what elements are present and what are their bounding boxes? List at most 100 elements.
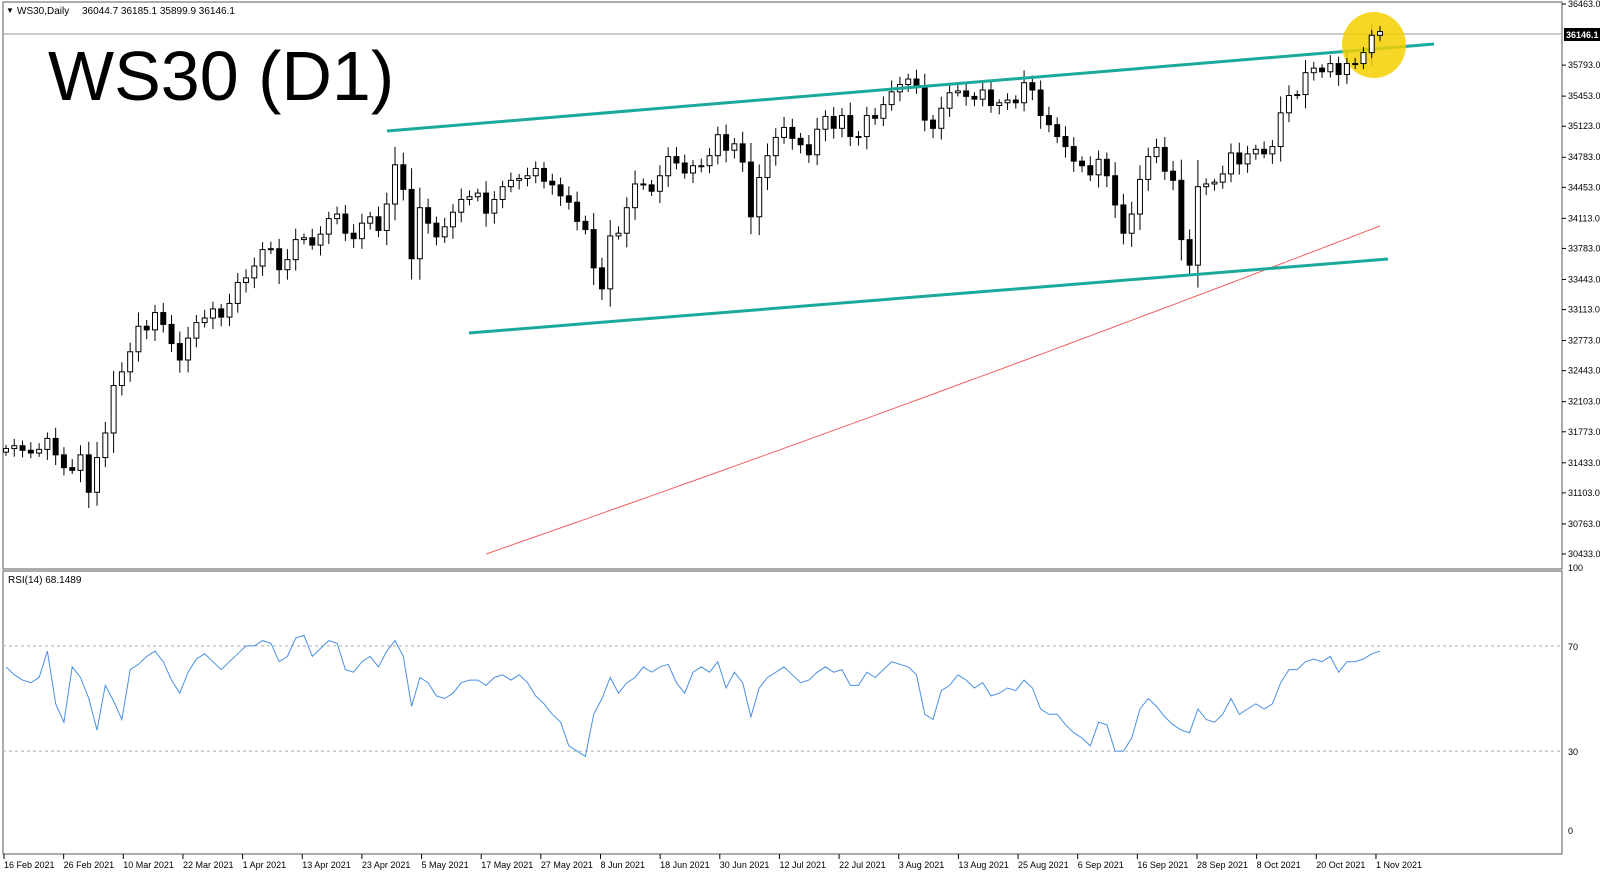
candle xyxy=(747,142,754,235)
candle-body-down xyxy=(85,454,92,493)
price-tick-label: 35123.0 xyxy=(1568,121,1600,131)
rsi-line xyxy=(5,634,1381,758)
price-panel-frame xyxy=(2,1,1563,570)
candle xyxy=(201,309,208,328)
candle xyxy=(392,146,399,221)
candle-body-up xyxy=(855,136,862,139)
candle xyxy=(1194,159,1201,288)
candle-body-up xyxy=(36,448,43,454)
candle xyxy=(309,228,316,250)
candle-body-down xyxy=(921,86,928,121)
candle-body-down xyxy=(930,119,937,129)
candle xyxy=(1103,152,1110,188)
candle-body-up xyxy=(665,156,672,177)
upper-channel-line[interactable] xyxy=(386,42,1435,133)
date-tick-label: 12 Jul 2021 xyxy=(779,860,826,870)
candle xyxy=(574,191,581,231)
candle-body-down xyxy=(483,192,490,214)
candle-body-down xyxy=(557,184,564,197)
candle xyxy=(185,326,192,373)
candle xyxy=(698,158,705,173)
candle-body-up xyxy=(946,92,953,109)
candle-body-down xyxy=(1087,165,1094,176)
price-tick-label: 32443.0 xyxy=(1568,366,1600,376)
rsi-label: RSI(14) 68.1489 xyxy=(8,575,82,586)
candle-body-up xyxy=(1153,146,1160,158)
candle-body-up xyxy=(193,322,200,339)
rsi-tick-label: 30 xyxy=(1568,747,1578,757)
candle-body-down xyxy=(433,222,440,238)
symbol-label: WS30,Daily xyxy=(17,6,69,17)
date-tick-label: 25 Aug 2021 xyxy=(1018,860,1069,870)
candle xyxy=(400,152,407,201)
candle-body-up xyxy=(449,211,456,228)
candle xyxy=(127,342,134,382)
candle-body-up xyxy=(1294,94,1301,97)
candle-body-up xyxy=(367,216,374,224)
candle xyxy=(276,238,283,284)
date-tick-label: 26 Feb 2021 xyxy=(64,860,115,870)
candle xyxy=(673,147,680,170)
candle-body-down xyxy=(872,115,879,119)
candle xyxy=(507,172,514,193)
rsi-tick-label: 70 xyxy=(1568,642,1578,652)
candle-body-down xyxy=(1112,175,1119,206)
candle-body-up xyxy=(102,432,109,459)
candle-body-down xyxy=(805,144,812,156)
lower-channel-line[interactable] xyxy=(468,257,1389,335)
candle xyxy=(1302,60,1309,109)
candle-body-down xyxy=(69,467,76,471)
candle xyxy=(1153,138,1160,164)
candle-body-up xyxy=(1194,186,1201,266)
candle xyxy=(797,132,804,154)
candle-body-up xyxy=(152,312,158,331)
candle-body-down xyxy=(52,437,59,456)
candle-body-up xyxy=(1004,99,1011,104)
price-tick-label: 30433.0 xyxy=(1568,549,1600,559)
date-tick-label: 13 Aug 2021 xyxy=(958,860,1009,870)
candle xyxy=(1211,178,1218,191)
candle xyxy=(226,293,233,327)
candle-body-down xyxy=(574,201,581,222)
candle xyxy=(632,170,639,220)
candle xyxy=(656,165,663,204)
candle xyxy=(234,273,241,313)
price-tick-label: 31433.0 xyxy=(1568,458,1600,468)
date-tick-label: 10 Mar 2021 xyxy=(123,860,174,870)
candle-body-up xyxy=(1310,67,1317,74)
candle xyxy=(996,99,1003,115)
candle-body-up xyxy=(118,371,125,387)
candle xyxy=(1186,229,1193,276)
rsi-tick-label: 100 xyxy=(1568,563,1583,573)
candle-body-down xyxy=(565,195,572,203)
candle-body-up xyxy=(814,128,821,156)
candle xyxy=(1261,141,1268,159)
candle-body-up xyxy=(698,165,705,168)
candle-body-down xyxy=(1037,89,1044,117)
price-tick-label: 30763.0 xyxy=(1568,519,1600,529)
candle-body-up xyxy=(499,186,506,200)
candle-body-down xyxy=(408,188,415,260)
candle-body-down xyxy=(1161,146,1168,172)
candle xyxy=(94,441,101,506)
price-tick-label: 31773.0 xyxy=(1568,427,1600,437)
candle xyxy=(218,303,225,327)
candle xyxy=(1178,159,1185,261)
current-price-tag xyxy=(1564,28,1600,41)
candle xyxy=(251,257,258,289)
candle-body-up xyxy=(532,167,539,177)
candle xyxy=(243,269,250,293)
candle xyxy=(416,187,423,280)
candle-body-up xyxy=(474,192,481,198)
candle-body-down xyxy=(1079,160,1086,167)
candle xyxy=(1327,55,1334,78)
candle xyxy=(143,319,150,340)
header-arrow-icon[interactable]: ▼ xyxy=(6,6,14,15)
candle-body-down xyxy=(681,162,688,174)
date-tick-label: 16 Feb 2021 xyxy=(4,860,55,870)
candle xyxy=(300,233,307,245)
candle-body-up xyxy=(1128,213,1135,234)
candle xyxy=(789,118,796,150)
